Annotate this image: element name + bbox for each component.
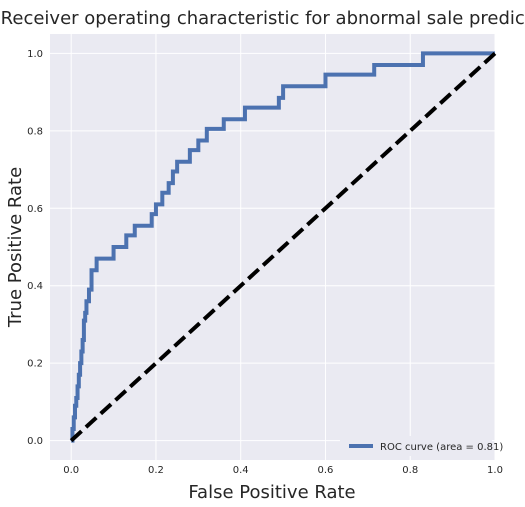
x-tick-label: 0.4 xyxy=(233,465,249,476)
grid-lines xyxy=(50,34,496,460)
y-axis-ticks: 0.0 0.2 0.4 0.6 0.8 1.0 xyxy=(27,49,43,447)
x-tick-label: 0.2 xyxy=(148,465,164,476)
y-tick-label: 0.0 xyxy=(27,436,43,447)
y-axis-label: True Positive Rate xyxy=(5,167,26,328)
x-tick-label: 1.0 xyxy=(487,465,503,476)
y-tick-label: 0.2 xyxy=(27,359,43,370)
legend-label: ROC curve (area = 0.81) xyxy=(380,442,503,453)
x-tick-label: 0.6 xyxy=(318,465,334,476)
roc-curve-line xyxy=(70,51,495,443)
x-tick-label: 0.0 xyxy=(63,465,79,476)
legend-box xyxy=(340,436,492,456)
y-tick-label: 0.6 xyxy=(27,204,43,215)
chart-title: Receiver operating characteristic for ab… xyxy=(1,8,525,29)
legend: ROC curve (area = 0.81) xyxy=(340,436,503,456)
y-tick-label: 1.0 xyxy=(27,49,43,60)
x-tick-label: 0.8 xyxy=(402,465,418,476)
x-axis-label: False Positive Rate xyxy=(188,482,355,503)
y-tick-label: 0.4 xyxy=(27,281,43,292)
y-tick-label: 0.8 xyxy=(27,126,43,137)
x-axis-ticks: 0.0 0.2 0.4 0.6 0.8 1.0 xyxy=(63,465,503,476)
diagonal-reference-line xyxy=(69,51,497,443)
series-lines xyxy=(69,51,497,443)
